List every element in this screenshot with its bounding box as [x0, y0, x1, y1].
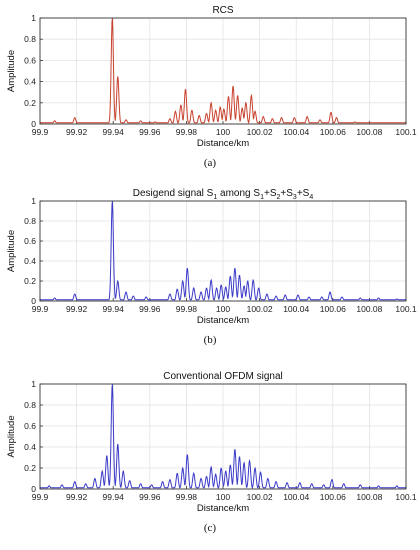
chart-title: Conventional OFDM signal [163, 371, 283, 382]
y-tick-label: 1 [31, 379, 36, 389]
y-tick-label: 0.4 [24, 77, 36, 87]
panel-caption: (b) [204, 334, 217, 346]
x-tick-label: 99.96 [139, 492, 161, 502]
title-subscript: 2 [277, 194, 281, 201]
x-tick-label: 100.1 [395, 492, 417, 502]
y-tick-label: 0.8 [24, 400, 36, 410]
x-tick-label: 99.9 [32, 304, 49, 314]
x-tick-label: 100 [216, 304, 230, 314]
y-tick-label: 0.8 [24, 34, 36, 44]
title-subscript: 4 [309, 194, 313, 201]
y-tick-label: 0.6 [24, 421, 36, 431]
y-tick-label: 0.2 [24, 98, 36, 108]
x-tick-label: 100.1 [395, 127, 417, 137]
y-axis-label: Amplitude [6, 415, 17, 457]
x-tick-label: 99.96 [139, 127, 161, 137]
x-tick-label: 100.02 [247, 492, 273, 502]
x-axis-label: Distance/km [197, 315, 249, 326]
y-tick-label: 1 [31, 196, 36, 206]
axes-frame [39, 383, 407, 490]
title-text: +S [297, 188, 310, 199]
title-text: +S [264, 188, 277, 199]
y-tick-label: 0.2 [24, 276, 36, 286]
x-axis-label: Distance/km [197, 503, 249, 514]
x-tick-label: 99.98 [176, 127, 198, 137]
chart-panel-1: 99.9 99.92 99.94 99.96 99.98 100 100.02 100.04 1… [6, 188, 417, 346]
y-tick-label: 0.8 [24, 216, 36, 226]
chart-title: Desigend signal S1 among S1+S2+S3+S4 [133, 188, 314, 201]
x-axis-label: Distance/km [197, 138, 249, 149]
signal-line [40, 384, 406, 490]
x-tick-label: 100 [216, 492, 230, 502]
title-text: Conventional OFDM signal [163, 371, 283, 382]
y-tick-label: 0.2 [24, 463, 36, 473]
x-tick-label: 100 [216, 127, 230, 137]
y-tick-label: 0 [31, 296, 36, 306]
x-tick-label: 100.06 [320, 492, 346, 502]
axes-frame [39, 17, 407, 125]
x-tick-label: 100.06 [320, 127, 346, 137]
chart-title: RCS [212, 5, 233, 16]
y-axis-label: Amplitude [6, 230, 17, 272]
x-tick-label: 99.92 [66, 304, 88, 314]
x-tick-label: 100.1 [395, 304, 417, 314]
title-subscript: 3 [293, 194, 297, 201]
x-tick-label: 100.04 [283, 127, 309, 137]
x-tick-label: 100.02 [247, 304, 273, 314]
chart-panel-0: 99.9 99.92 99.94 99.96 99.98 100 100.02 100.04 1… [6, 5, 417, 169]
title-subscript: 1 [213, 194, 217, 201]
x-tick-label: 99.9 [32, 492, 49, 502]
title-subscript: 1 [260, 194, 264, 201]
y-tick-label: 0 [31, 119, 36, 129]
x-tick-label: 100.08 [356, 127, 382, 137]
axes-frame [39, 200, 407, 302]
x-tick-label: 99.98 [176, 492, 198, 502]
title-text: +S [280, 188, 293, 199]
x-tick-label: 100.06 [320, 304, 346, 314]
y-tick-label: 0.6 [24, 55, 36, 65]
y-tick-label: 1 [31, 13, 36, 23]
x-tick-label: 99.92 [66, 127, 88, 137]
title-text: among S [217, 188, 260, 199]
y-tick-label: 0.4 [24, 442, 36, 452]
x-tick-label: 99.94 [103, 492, 125, 502]
chart-panel-2: 99.9 99.92 99.94 99.96 99.98 100 100.02 100.04 1… [6, 371, 417, 534]
x-tick-label: 100.08 [356, 304, 382, 314]
y-tick-label: 0.6 [24, 236, 36, 246]
x-tick-label: 99.98 [176, 304, 198, 314]
x-tick-label: 100.02 [247, 127, 273, 137]
y-axis-label: Amplitude [6, 50, 17, 92]
signal-line [40, 201, 406, 301]
x-tick-label: 99.96 [139, 304, 161, 314]
panel-caption: (c) [204, 522, 217, 534]
y-tick-label: 0.4 [24, 256, 36, 266]
x-tick-label: 99.92 [66, 492, 88, 502]
x-tick-label: 99.94 [103, 304, 125, 314]
title-text: Desigend signal S [133, 188, 214, 199]
signal-line [40, 18, 406, 125]
panel-caption: (a) [204, 157, 217, 169]
x-tick-label: 99.94 [103, 127, 125, 137]
x-tick-label: 99.9 [32, 127, 49, 137]
x-tick-label: 100.04 [283, 304, 309, 314]
x-tick-label: 100.08 [356, 492, 382, 502]
x-tick-label: 100.04 [283, 492, 309, 502]
title-text: RCS [212, 5, 233, 16]
y-tick-label: 0 [31, 484, 36, 494]
